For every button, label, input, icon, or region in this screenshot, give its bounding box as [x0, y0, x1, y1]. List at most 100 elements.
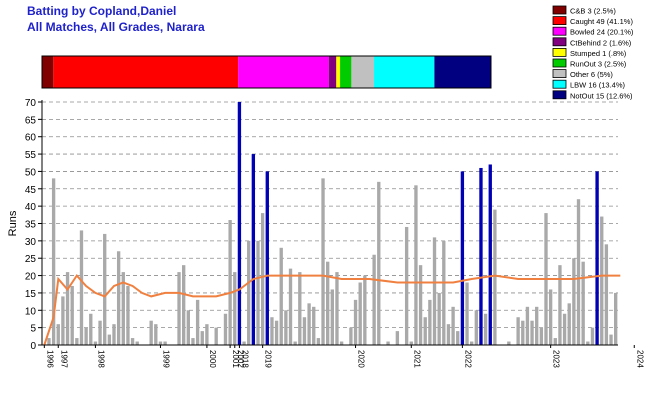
bar-out — [363, 275, 367, 345]
bar-out — [158, 341, 163, 345]
bar-out — [465, 282, 469, 345]
bar-out — [260, 213, 265, 345]
bar-out — [418, 265, 423, 345]
legend-swatch — [552, 26, 567, 36]
x-tick-label: 2022 — [463, 350, 472, 368]
bar-out — [521, 320, 525, 345]
bar-out — [51, 178, 56, 345]
bar-out — [298, 272, 302, 345]
legend-label: RunOut 3 (2.5%) — [570, 60, 627, 69]
x-tick-label: 2024 — [635, 350, 644, 368]
legend-swatch — [552, 58, 567, 68]
bar-not-out — [488, 164, 492, 345]
legend: C&B 3 (2.5%)Caught 49 (41.1%) Bowled 24 (… — [552, 5, 634, 100]
bar-out — [288, 268, 293, 345]
legend-swatch — [552, 69, 567, 78]
bar-out — [279, 247, 283, 345]
bar-out — [47, 338, 51, 345]
legend-swatch — [552, 37, 567, 47]
dismissal-segment-lbw — [374, 56, 435, 88]
y-tick-label: 30 — [25, 237, 37, 248]
bar-out — [163, 341, 167, 345]
bar-out — [126, 285, 130, 345]
legend-swatch — [552, 90, 567, 100]
bar-out — [326, 261, 330, 345]
legend-label: NotOut 15 (12.6%) — [570, 91, 633, 100]
y-tick-label: 20 — [25, 272, 37, 283]
bar-out — [567, 303, 571, 345]
bar-out — [79, 230, 84, 345]
bar-not-out — [251, 154, 256, 345]
bar-out — [233, 272, 237, 345]
x-tick-label: 2020 — [357, 350, 366, 368]
bar-out — [61, 296, 65, 345]
y-axis-label: Runs — [7, 210, 19, 236]
y-tick-label: 60 — [25, 133, 37, 144]
bar-out — [437, 292, 441, 345]
dismissal-segment-stumped — [336, 56, 341, 88]
bar-out — [586, 341, 590, 345]
dismissal-segment-runout — [340, 56, 352, 88]
bar-out — [112, 324, 116, 345]
x-tick-label: 2000 — [208, 350, 217, 368]
x-tick-label: 2018 — [240, 350, 249, 368]
bar-out — [56, 324, 60, 345]
bar-out — [516, 317, 520, 345]
y-tick-label: 15 — [25, 289, 37, 300]
chart-title: Batting by Copland,Daniel — [27, 4, 177, 18]
bar-out — [302, 317, 307, 345]
bar-out — [214, 327, 218, 345]
bar-out — [483, 313, 488, 345]
bar-out — [200, 331, 204, 345]
y-tick-label: 10 — [25, 306, 37, 317]
dismissal-bar-border — [41, 55, 492, 89]
dismissal-segment-ctbehind — [328, 56, 337, 88]
bar-out — [284, 310, 288, 345]
bar-out — [307, 303, 311, 345]
legend-label: Bowled 24 (20.1%) — [570, 28, 634, 37]
bar-out — [600, 216, 604, 345]
bar-out — [339, 341, 344, 345]
bar-out — [70, 285, 74, 345]
bar-not-out — [595, 171, 599, 345]
bar-out — [572, 258, 576, 345]
bar-out — [535, 306, 539, 345]
x-tick-label: 2002 — [236, 350, 245, 368]
bar-out — [451, 306, 455, 345]
y-tick-label: 45 — [25, 185, 37, 196]
bar-out — [604, 244, 609, 345]
x-tick-label: 2021 — [412, 350, 421, 368]
dismissal-segment-notout — [434, 56, 491, 88]
y-tick-label: 25 — [25, 254, 37, 265]
y-tick-label: 70 — [25, 98, 37, 109]
bar-out — [358, 282, 362, 345]
bar-out — [330, 289, 334, 345]
bar-out — [130, 338, 135, 345]
dismissal-breakdown-bar — [41, 55, 492, 89]
bar-out — [409, 341, 413, 345]
chart-subtitle: All Matches, All Grades, Narara — [27, 20, 205, 34]
bar-not-out — [479, 167, 483, 345]
bar-out — [270, 317, 274, 345]
bar-out — [228, 220, 232, 345]
y-tick-label: 40 — [25, 202, 37, 213]
bar-out — [321, 178, 325, 345]
y-tick-label: 55 — [25, 150, 37, 161]
x-tick-label: 2023 — [552, 350, 561, 368]
bar-out — [149, 320, 153, 345]
bar-out — [293, 341, 297, 345]
bar-not-out — [460, 171, 465, 345]
bar-out — [116, 251, 121, 345]
bar-out — [177, 272, 181, 345]
bar-out — [93, 341, 98, 345]
bar-not-out — [237, 102, 242, 345]
x-tick-label: 2001 — [231, 350, 240, 368]
bar-out — [432, 237, 437, 345]
plot-area: 0 5 10 15 20 25 30 35 40 45 50 55 60 65 70 Runs 1996 1997… — [7, 98, 644, 368]
bar-out — [525, 306, 530, 345]
legend-label: Other 6 (5%) — [570, 70, 613, 79]
bar-out — [195, 299, 200, 345]
bar-out — [353, 299, 358, 345]
x-tick-label: 1999 — [161, 350, 170, 368]
bar-out — [423, 317, 427, 345]
